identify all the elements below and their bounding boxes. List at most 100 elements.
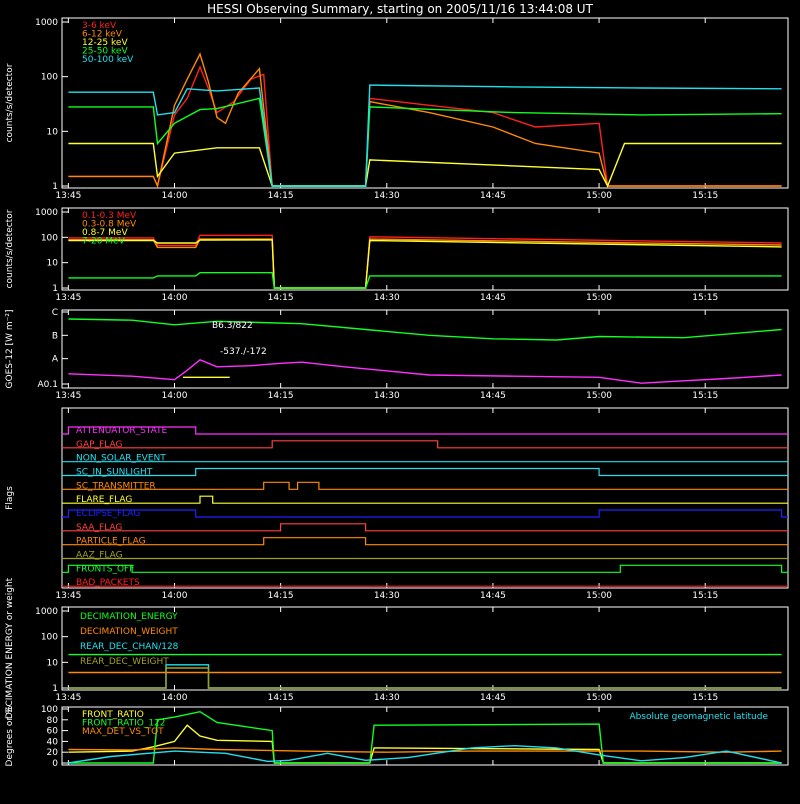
legend-entry: 50-100 keV xyxy=(82,55,134,65)
x-tick-label: 14:45 xyxy=(480,391,506,401)
y-tick-label: A0.1 xyxy=(38,380,58,390)
legend-entry: REAR_DEC_CHAN/128 xyxy=(80,642,179,652)
flag-label: AAZ_FLAG xyxy=(76,551,123,561)
x-tick-label: 15:00 xyxy=(586,591,612,601)
y-tick-label: 60 xyxy=(47,727,59,737)
flag-label: ATTENUATOR_STATE xyxy=(76,426,168,436)
x-tick-label: 15:00 xyxy=(586,391,612,401)
x-tick-label: 14:15 xyxy=(268,191,294,201)
y-tick-label: 100 xyxy=(41,705,58,715)
flag-line xyxy=(62,495,788,504)
flag-label: SAA_FLAG xyxy=(76,523,122,533)
y-tick-label: 20 xyxy=(47,748,59,758)
panel-3-frame xyxy=(61,309,789,389)
x-tick-label: 14:00 xyxy=(162,293,188,303)
y-tick-label: 1000 xyxy=(35,208,58,218)
legend-entry: 25-50 keV xyxy=(82,47,128,57)
y-tick-label: 10 xyxy=(47,127,59,137)
series-line xyxy=(68,52,782,189)
x-tick-label: 14:00 xyxy=(162,191,188,201)
x-tick-label: 14:30 xyxy=(374,293,400,303)
y-tick-label: 40 xyxy=(47,737,59,747)
legend-entry: DECIMATION_WEIGHT xyxy=(80,627,178,637)
flag-line xyxy=(62,537,788,546)
y-tick-label: 80 xyxy=(47,716,59,726)
legend-entry: 0.3-0.8 MeV xyxy=(82,220,137,230)
legend-entry: 12-25 keV xyxy=(82,38,128,48)
flag-label: SC_IN_SUNLIGHT xyxy=(76,468,153,478)
annotation: B6.3/822 xyxy=(212,321,253,331)
x-tick-label: 14:45 xyxy=(480,591,506,601)
y-tick-label: B xyxy=(52,331,58,341)
x-tick-label: 14:00 xyxy=(162,391,188,401)
legend-entry: 0.1-0.3 MeV xyxy=(82,211,137,221)
flag-label: FRONTS_OFF xyxy=(76,564,134,574)
y-axis-label: Flags xyxy=(5,486,15,510)
x-tick-label: 14:45 xyxy=(480,191,506,201)
flag-label: SC_TRANSMITTER xyxy=(76,481,156,491)
x-tick-label: 13:45 xyxy=(55,391,81,401)
x-tick-label: 14:30 xyxy=(374,693,400,703)
flag-label: GAP_FLAG xyxy=(76,440,122,450)
panel-6-frame xyxy=(61,706,789,766)
legend-entry: Absolute geomagnetic latitude xyxy=(629,712,768,722)
legend-entry: FRONT_RATIO_122 xyxy=(82,719,166,729)
flag-label: PARTICLE_FLAG xyxy=(76,537,146,547)
flag-line xyxy=(62,523,788,532)
legend-entry: 7-20 MeV xyxy=(82,237,126,247)
panel-4-frame xyxy=(61,407,789,589)
x-tick-label: 15:15 xyxy=(692,191,718,201)
legend-entry: DECIMATION_ENERGY xyxy=(80,612,178,622)
flag-line xyxy=(62,564,788,573)
x-tick-label: 15:00 xyxy=(586,693,612,703)
x-tick-label: 15:15 xyxy=(692,591,718,601)
x-tick-label: 14:30 xyxy=(374,191,400,201)
x-tick-label: 14:30 xyxy=(374,391,400,401)
y-tick-label: 1 xyxy=(52,284,58,294)
series-line xyxy=(68,238,782,289)
panel-2-frame xyxy=(61,207,789,291)
y-axis-label: counts/s/detector xyxy=(5,63,15,142)
x-tick-label: 14:15 xyxy=(268,693,294,703)
series-line xyxy=(68,710,782,764)
series-line xyxy=(68,65,782,189)
series-line xyxy=(68,97,782,187)
flag-label: NON_SOLAR_EVENT xyxy=(76,454,166,464)
series-line xyxy=(68,667,782,689)
x-tick-label: 15:00 xyxy=(586,191,612,201)
series-line xyxy=(68,724,782,764)
legend-entry: MAX_DET_VS_TOT xyxy=(82,727,164,737)
x-tick-label: 14:15 xyxy=(268,293,294,303)
x-tick-label: 14:45 xyxy=(480,693,506,703)
series-line xyxy=(68,318,782,341)
flag-line xyxy=(62,426,788,435)
x-tick-label: 13:45 xyxy=(55,191,81,201)
y-tick-label: 1 xyxy=(52,684,58,694)
flag-label: BAD_PACKETS xyxy=(76,578,140,588)
series-line xyxy=(68,84,782,187)
legend-entry: FRONT_RATIO xyxy=(82,710,144,720)
flag-line xyxy=(62,440,788,449)
page-title: HESSI Observing Summary, starting on 200… xyxy=(207,2,593,16)
flag-label: ECLIPSE_FLAG xyxy=(76,509,140,519)
x-tick-label: 15:15 xyxy=(692,293,718,303)
y-tick-label: 100 xyxy=(41,633,58,643)
x-tick-label: 15:15 xyxy=(692,693,718,703)
legend-entry: REAR_DEC_WEIGHT xyxy=(80,657,169,667)
series-line xyxy=(68,272,782,289)
series-line xyxy=(68,358,782,384)
annotation: -537./-172 xyxy=(220,347,267,357)
flag-label: FLARE_FLAG xyxy=(76,495,132,505)
series-line xyxy=(68,142,782,188)
series-line xyxy=(68,744,782,764)
y-tick-label: 1000 xyxy=(35,607,58,617)
panel-1-frame xyxy=(61,17,789,189)
series-line xyxy=(68,747,782,753)
x-tick-label: 13:45 xyxy=(55,693,81,703)
legend-entry: 6-12 keV xyxy=(82,30,123,40)
x-tick-label: 14:15 xyxy=(268,391,294,401)
legend-entry: 0.8-7 MeV xyxy=(82,228,128,238)
y-tick-label: 100 xyxy=(41,73,58,83)
